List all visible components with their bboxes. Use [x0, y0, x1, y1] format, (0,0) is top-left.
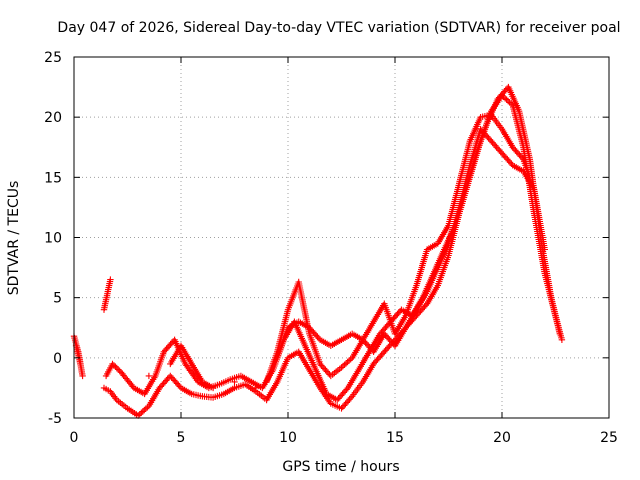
y-tick-label: 15 [44, 170, 62, 186]
y-tick-label: -5 [48, 411, 62, 427]
marker-path [263, 111, 533, 386]
x-tick-label: 10 [279, 430, 297, 446]
y-tick-label: 0 [53, 351, 62, 367]
y-tick-label: 20 [44, 110, 62, 126]
axis-ticks: 0 5 10 15 20 25 -5 0 5 10 15 20 25 [44, 50, 618, 446]
chart-title: Day 047 of 2026, Sidereal Day-to-day VTE… [57, 20, 620, 36]
marker-path [100, 126, 548, 392]
x-tick-label: 15 [386, 430, 404, 446]
x-tick-label: 0 [70, 430, 79, 446]
x-axis-label: GPS time / hours [282, 459, 399, 475]
series-track-4 [263, 111, 533, 386]
x-tick-label: 5 [177, 430, 186, 446]
plot-frame [73, 56, 610, 419]
y-tick-label: 10 [44, 231, 62, 247]
x-tick-label: 20 [493, 430, 511, 446]
y-tick-label: 5 [53, 291, 62, 307]
y-axis-label: SDTVAR / TECUs [6, 181, 22, 296]
series-track-3 [100, 126, 548, 392]
x-tick-label: 25 [600, 430, 618, 446]
y-tick-label: 25 [44, 50, 62, 66]
data-points [70, 83, 566, 419]
